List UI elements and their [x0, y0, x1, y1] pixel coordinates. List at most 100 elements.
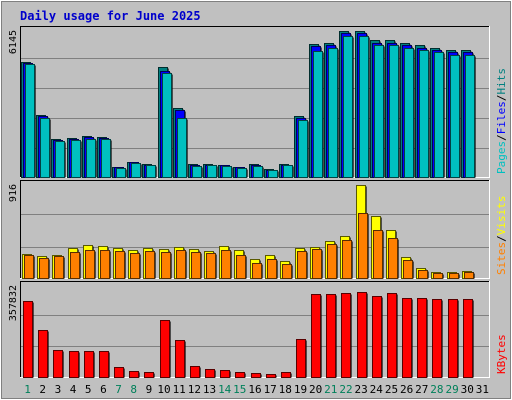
legend-sep: / — [495, 134, 508, 141]
x-tick-day-1: 1 — [24, 383, 31, 396]
x-tick-day-21: 21 — [324, 383, 337, 396]
bar-pages-day-22 — [343, 36, 353, 178]
bar-pages-day-15 — [237, 168, 247, 178]
bar-sites-day-19 — [297, 251, 307, 279]
legend-sep: / — [495, 95, 508, 102]
bar-pages-day-9 — [146, 165, 156, 178]
x-tick-day-7: 7 — [115, 383, 122, 396]
legend-sep: / — [495, 235, 508, 242]
bar-pages-day-8 — [131, 163, 141, 178]
bar-sites-day-29 — [449, 273, 459, 279]
bar-pages-day-3 — [55, 141, 65, 178]
bar-sites-day-22 — [342, 240, 352, 279]
bar-sites-day-11 — [176, 250, 186, 279]
bar-sites-day-4 — [70, 252, 80, 279]
bar-pages-day-2 — [40, 118, 50, 178]
bar-pages-day-25 — [389, 45, 399, 178]
bar-kbytes-day-12 — [190, 366, 200, 378]
bar-kbytes-day-8 — [129, 371, 139, 378]
bar-sites-day-20 — [312, 249, 322, 279]
x-tick-day-27: 27 — [415, 383, 428, 396]
bar-kbytes-day-11 — [175, 340, 185, 378]
x-tick-day-28: 28 — [430, 383, 443, 396]
bar-kbytes-day-6 — [99, 351, 109, 378]
bar-kbytes-day-9 — [144, 372, 154, 378]
bar-kbytes-day-28 — [432, 299, 442, 378]
bar-pages-day-24 — [374, 45, 384, 178]
bar-pages-day-18 — [283, 165, 293, 178]
x-tick-day-24: 24 — [370, 383, 384, 396]
bar-kbytes-day-25 — [387, 293, 397, 378]
legend-item: Visits — [495, 196, 508, 236]
x-tick-day-6: 6 — [100, 383, 107, 396]
x-tick-day-18: 18 — [279, 383, 292, 396]
bar-pages-day-20 — [313, 51, 323, 178]
bar-pages-day-14 — [222, 166, 232, 178]
bar-sites-day-5 — [85, 250, 95, 279]
bar-sites-day-7 — [115, 251, 125, 279]
bar-kbytes-day-3 — [53, 350, 63, 378]
bar-pages-day-29 — [450, 55, 460, 178]
bar-sites-day-14 — [221, 250, 231, 279]
chart-title: Daily usage for June 2025 — [20, 9, 201, 23]
bar-pages-day-28 — [434, 52, 444, 178]
bar-kbytes-day-4 — [69, 351, 79, 378]
bar-pages-day-23 — [359, 36, 369, 178]
x-tick-day-9: 9 — [146, 383, 153, 396]
bar-pages-day-10 — [162, 73, 172, 178]
bar-sites-day-8 — [130, 253, 140, 279]
bar-sites-day-10 — [161, 252, 171, 279]
x-tick-day-20: 20 — [309, 383, 322, 396]
bar-kbytes-day-7 — [114, 367, 124, 378]
x-tick-day-4: 4 — [70, 383, 77, 396]
bar-sites-day-26 — [403, 260, 413, 279]
bar-sites-day-28 — [433, 273, 443, 279]
y-axis-max-labels: 6145 916 357832 — [8, 30, 19, 321]
y-max-label: 6145 — [8, 30, 19, 54]
bar-pages-day-27 — [419, 50, 429, 178]
bar-kbytes-day-1 — [23, 301, 33, 378]
bar-sites-day-21 — [327, 244, 337, 279]
bar-sites-day-25 — [388, 238, 398, 279]
chart-marks — [21, 31, 476, 378]
legend-item: Hits — [495, 68, 508, 95]
bar-pages-day-5 — [86, 139, 96, 178]
legend-hits-files-pages: Pages/Files/Hits — [495, 68, 508, 174]
bar-kbytes-day-20 — [311, 294, 321, 378]
bar-sites-day-9 — [145, 251, 155, 279]
bar-pages-day-11 — [177, 118, 187, 178]
bar-kbytes-day-14 — [220, 370, 230, 378]
legend-item: Pages — [495, 141, 508, 174]
bar-kbytes-day-22 — [341, 293, 351, 378]
bar-sites-day-13 — [206, 253, 216, 279]
x-axis-day-labels: 1 2 3 4 5 6 7 8 9 10 11 12 13 14 15 16 17 18 19 20 21 22 23 24 2… — [24, 383, 489, 396]
bar-sites-day-27 — [418, 270, 428, 279]
bar-sites-day-15 — [236, 255, 246, 279]
chart-legends: Pages/Files/Hits Sites/Visits KBytes — [495, 68, 508, 374]
bar-kbytes-day-21 — [326, 294, 336, 378]
x-tick-day-17: 17 — [264, 383, 277, 396]
x-tick-day-5: 5 — [85, 383, 92, 396]
legend-kbytes: KBytes — [495, 334, 508, 374]
bar-kbytes-day-24 — [372, 296, 382, 378]
x-tick-day-2: 2 — [39, 383, 46, 396]
bar-sites-day-23 — [358, 213, 368, 279]
bar-pages-day-17 — [268, 170, 278, 178]
y-max-label: 357832 — [8, 285, 19, 321]
bar-pages-day-1 — [25, 64, 35, 178]
x-tick-day-14: 14 — [218, 383, 232, 396]
x-tick-day-22: 22 — [339, 383, 352, 396]
x-tick-day-25: 25 — [385, 383, 398, 396]
bar-pages-day-4 — [71, 140, 81, 178]
bar-pages-day-6 — [101, 139, 111, 178]
legend-visits-sites: Sites/Visits — [495, 196, 508, 276]
bar-kbytes-day-27 — [417, 298, 427, 378]
x-tick-day-31: 31 — [476, 383, 489, 396]
bar-kbytes-day-26 — [402, 298, 412, 378]
bar-pages-day-30 — [465, 55, 475, 178]
bar-kbytes-day-30 — [463, 299, 473, 378]
bar-kbytes-day-5 — [84, 351, 94, 378]
legend-item: KBytes — [495, 334, 508, 374]
x-tick-day-15: 15 — [233, 383, 246, 396]
